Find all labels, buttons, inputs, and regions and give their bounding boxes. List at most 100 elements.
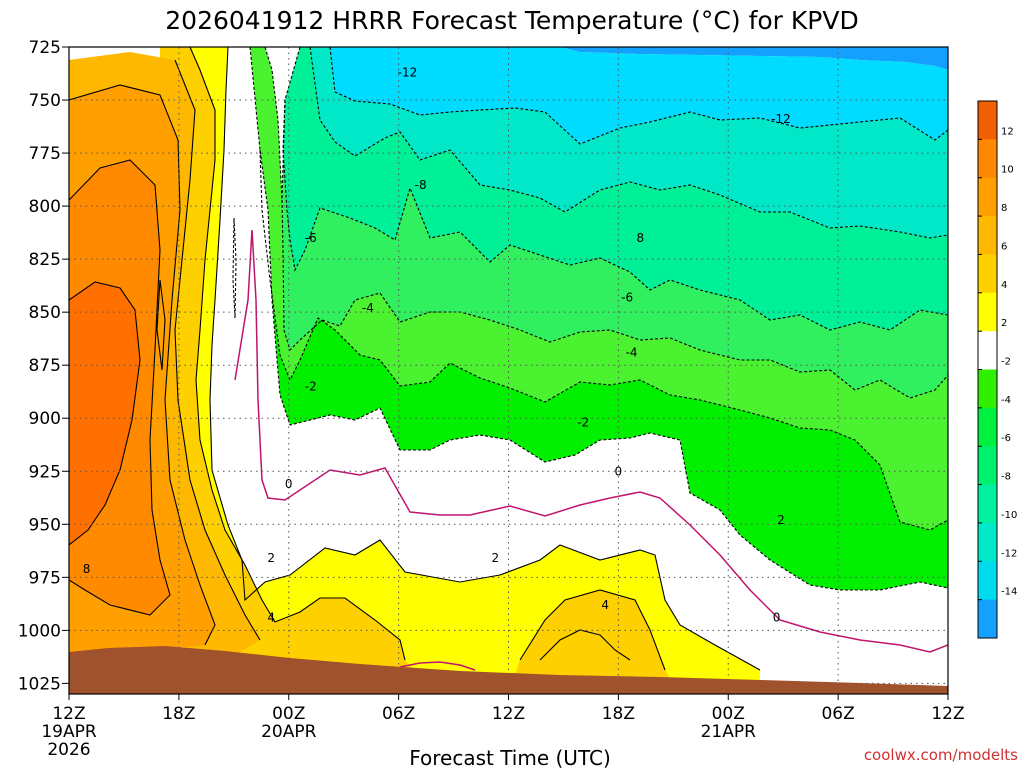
y-tick-label: 1025 [18, 674, 61, 694]
contour-label: -8 [415, 178, 427, 192]
band-minus10 [310, 47, 948, 238]
colorbar-tick-label: -10 [1001, 510, 1017, 521]
y-tick-label: 975 [29, 568, 61, 588]
band-12-plus [69, 282, 140, 545]
contour-12 [69, 279, 166, 546]
contour-10 [69, 159, 171, 616]
band-minus12 [330, 47, 948, 144]
y-tick-label: 875 [29, 356, 61, 376]
contour-label: 0 [285, 477, 293, 491]
contour-minus6 [281, 99, 948, 399]
x-tick-label: 18Z [162, 704, 195, 724]
colorbar-segment [978, 292, 997, 332]
plot-area: -12 -12 -8 -6 8 -4 -6 -4 -2 -2 0 0 2 2 2 4 4 0 8 [69, 47, 948, 694]
colorbar-tick-label: -12 [1001, 548, 1017, 559]
colorbar-tick-label: 2 [1001, 318, 1007, 329]
contour-label: -2 [305, 379, 317, 393]
colorbar-segment [978, 101, 997, 140]
y-tick-label: 750 [29, 91, 61, 111]
y-tick-label: 825 [29, 250, 61, 270]
band-4-to-6 [69, 47, 680, 694]
chart-title: 2026041912 HRRR Forecast Temperature (°C… [165, 6, 858, 35]
colorbar: 12 10 8 6 4 2 -2 -4 -6 -8 -10 -12 -14 [977, 100, 1017, 639]
colorbar-segment [978, 484, 997, 524]
contour-minus8 [282, 47, 948, 331]
colorbar-tick-label: -14 [1001, 587, 1017, 598]
contour-label: 4 [267, 611, 275, 625]
x-tick-label: 00Z [712, 704, 745, 724]
y-tick-label: 900 [29, 409, 61, 429]
contour-2 [209, 47, 761, 671]
x-tick-label: 00Z [272, 704, 305, 724]
colorbar-tick-label: -4 [1001, 395, 1011, 406]
colorbar-segment [978, 599, 997, 639]
band-2-to-4 [69, 47, 760, 694]
colorbar-segment [978, 216, 997, 255]
contour-label: 0 [615, 464, 623, 478]
x-tick-label: 12Z [492, 704, 525, 724]
contour-label: -6 [305, 231, 317, 245]
contour-label: -12 [398, 65, 418, 79]
colorbar-segment [978, 139, 997, 179]
colorbar-segment [978, 177, 997, 217]
colorbar-tick-label: 4 [1001, 280, 1007, 291]
contour-label: 2 [777, 513, 785, 527]
y-axis: 725 750 775 800 825 850 875 900 925 950 975 1000 102… [18, 38, 69, 694]
contour-4 [189, 47, 666, 671]
y-tick-label: 775 [29, 144, 61, 164]
x-tick-label: 12Z [931, 704, 964, 724]
colorbar-segment [978, 446, 997, 486]
x-tick-label: 06Z [821, 704, 854, 724]
x-tick-label: 18Z [602, 704, 635, 724]
y-tick-label: 725 [29, 38, 61, 58]
contour-6 [174, 59, 631, 661]
colorbar-segment [978, 254, 997, 294]
x-tick-date: 21APR [701, 722, 757, 742]
contour-zero-lower [399, 661, 476, 671]
band-minus2 [260, 150, 948, 590]
contour-label: -12 [771, 112, 791, 126]
y-tick-label: 950 [29, 515, 61, 535]
contour-label: -2 [577, 415, 589, 429]
x-tick-label: 06Z [382, 704, 415, 724]
y-tick-label: 1000 [18, 621, 61, 641]
colorbar-tick-label: -6 [1001, 433, 1011, 444]
contour-minus2 [249, 47, 948, 591]
contour-label: 2 [267, 551, 275, 565]
band-minus14 [560, 47, 948, 70]
contour-minus12 [329, 47, 948, 145]
x-tick-year: 2026 [47, 740, 90, 760]
contour-label: -4 [626, 345, 638, 359]
colorbar-segment [978, 561, 997, 601]
y-tick-label: 925 [29, 462, 61, 482]
colorbar-tick-label: 12 [1001, 126, 1014, 137]
contour-minus4 [259, 47, 948, 531]
contour-label: -4 [362, 301, 374, 315]
colorbar-tick-label: 10 [1001, 165, 1014, 176]
colorbar-tick-label: 8 [1001, 203, 1007, 214]
contour-label: 8 [83, 562, 91, 576]
contour-label: 4 [601, 598, 609, 612]
colorbar-segment [978, 331, 997, 370]
y-tick-label: 800 [29, 197, 61, 217]
colorbar-tick-label: -8 [1001, 472, 1011, 483]
contour-zero [234, 229, 948, 653]
colorbar-tick-label: -2 [1001, 357, 1011, 368]
contour-label: -6 [621, 290, 633, 304]
band-minus4 [250, 47, 948, 530]
contour-label: 8 [637, 231, 645, 245]
colorbar-segment [978, 369, 997, 409]
credit-text: coolwx.com/modelts [864, 746, 1018, 764]
band-minus6 [282, 100, 948, 398]
x-tick-date: 19APR [41, 722, 97, 742]
colorbar-tick-label: 6 [1001, 241, 1007, 252]
x-axis-label: Forecast Time (UTC) [409, 746, 611, 768]
colorbar-segment [978, 522, 997, 562]
colorbar-segment [978, 407, 997, 447]
y-tick-label: 850 [29, 303, 61, 323]
contour-8 [69, 84, 216, 646]
contour-label: 0 [773, 611, 781, 625]
contour-label: 2 [491, 551, 499, 565]
